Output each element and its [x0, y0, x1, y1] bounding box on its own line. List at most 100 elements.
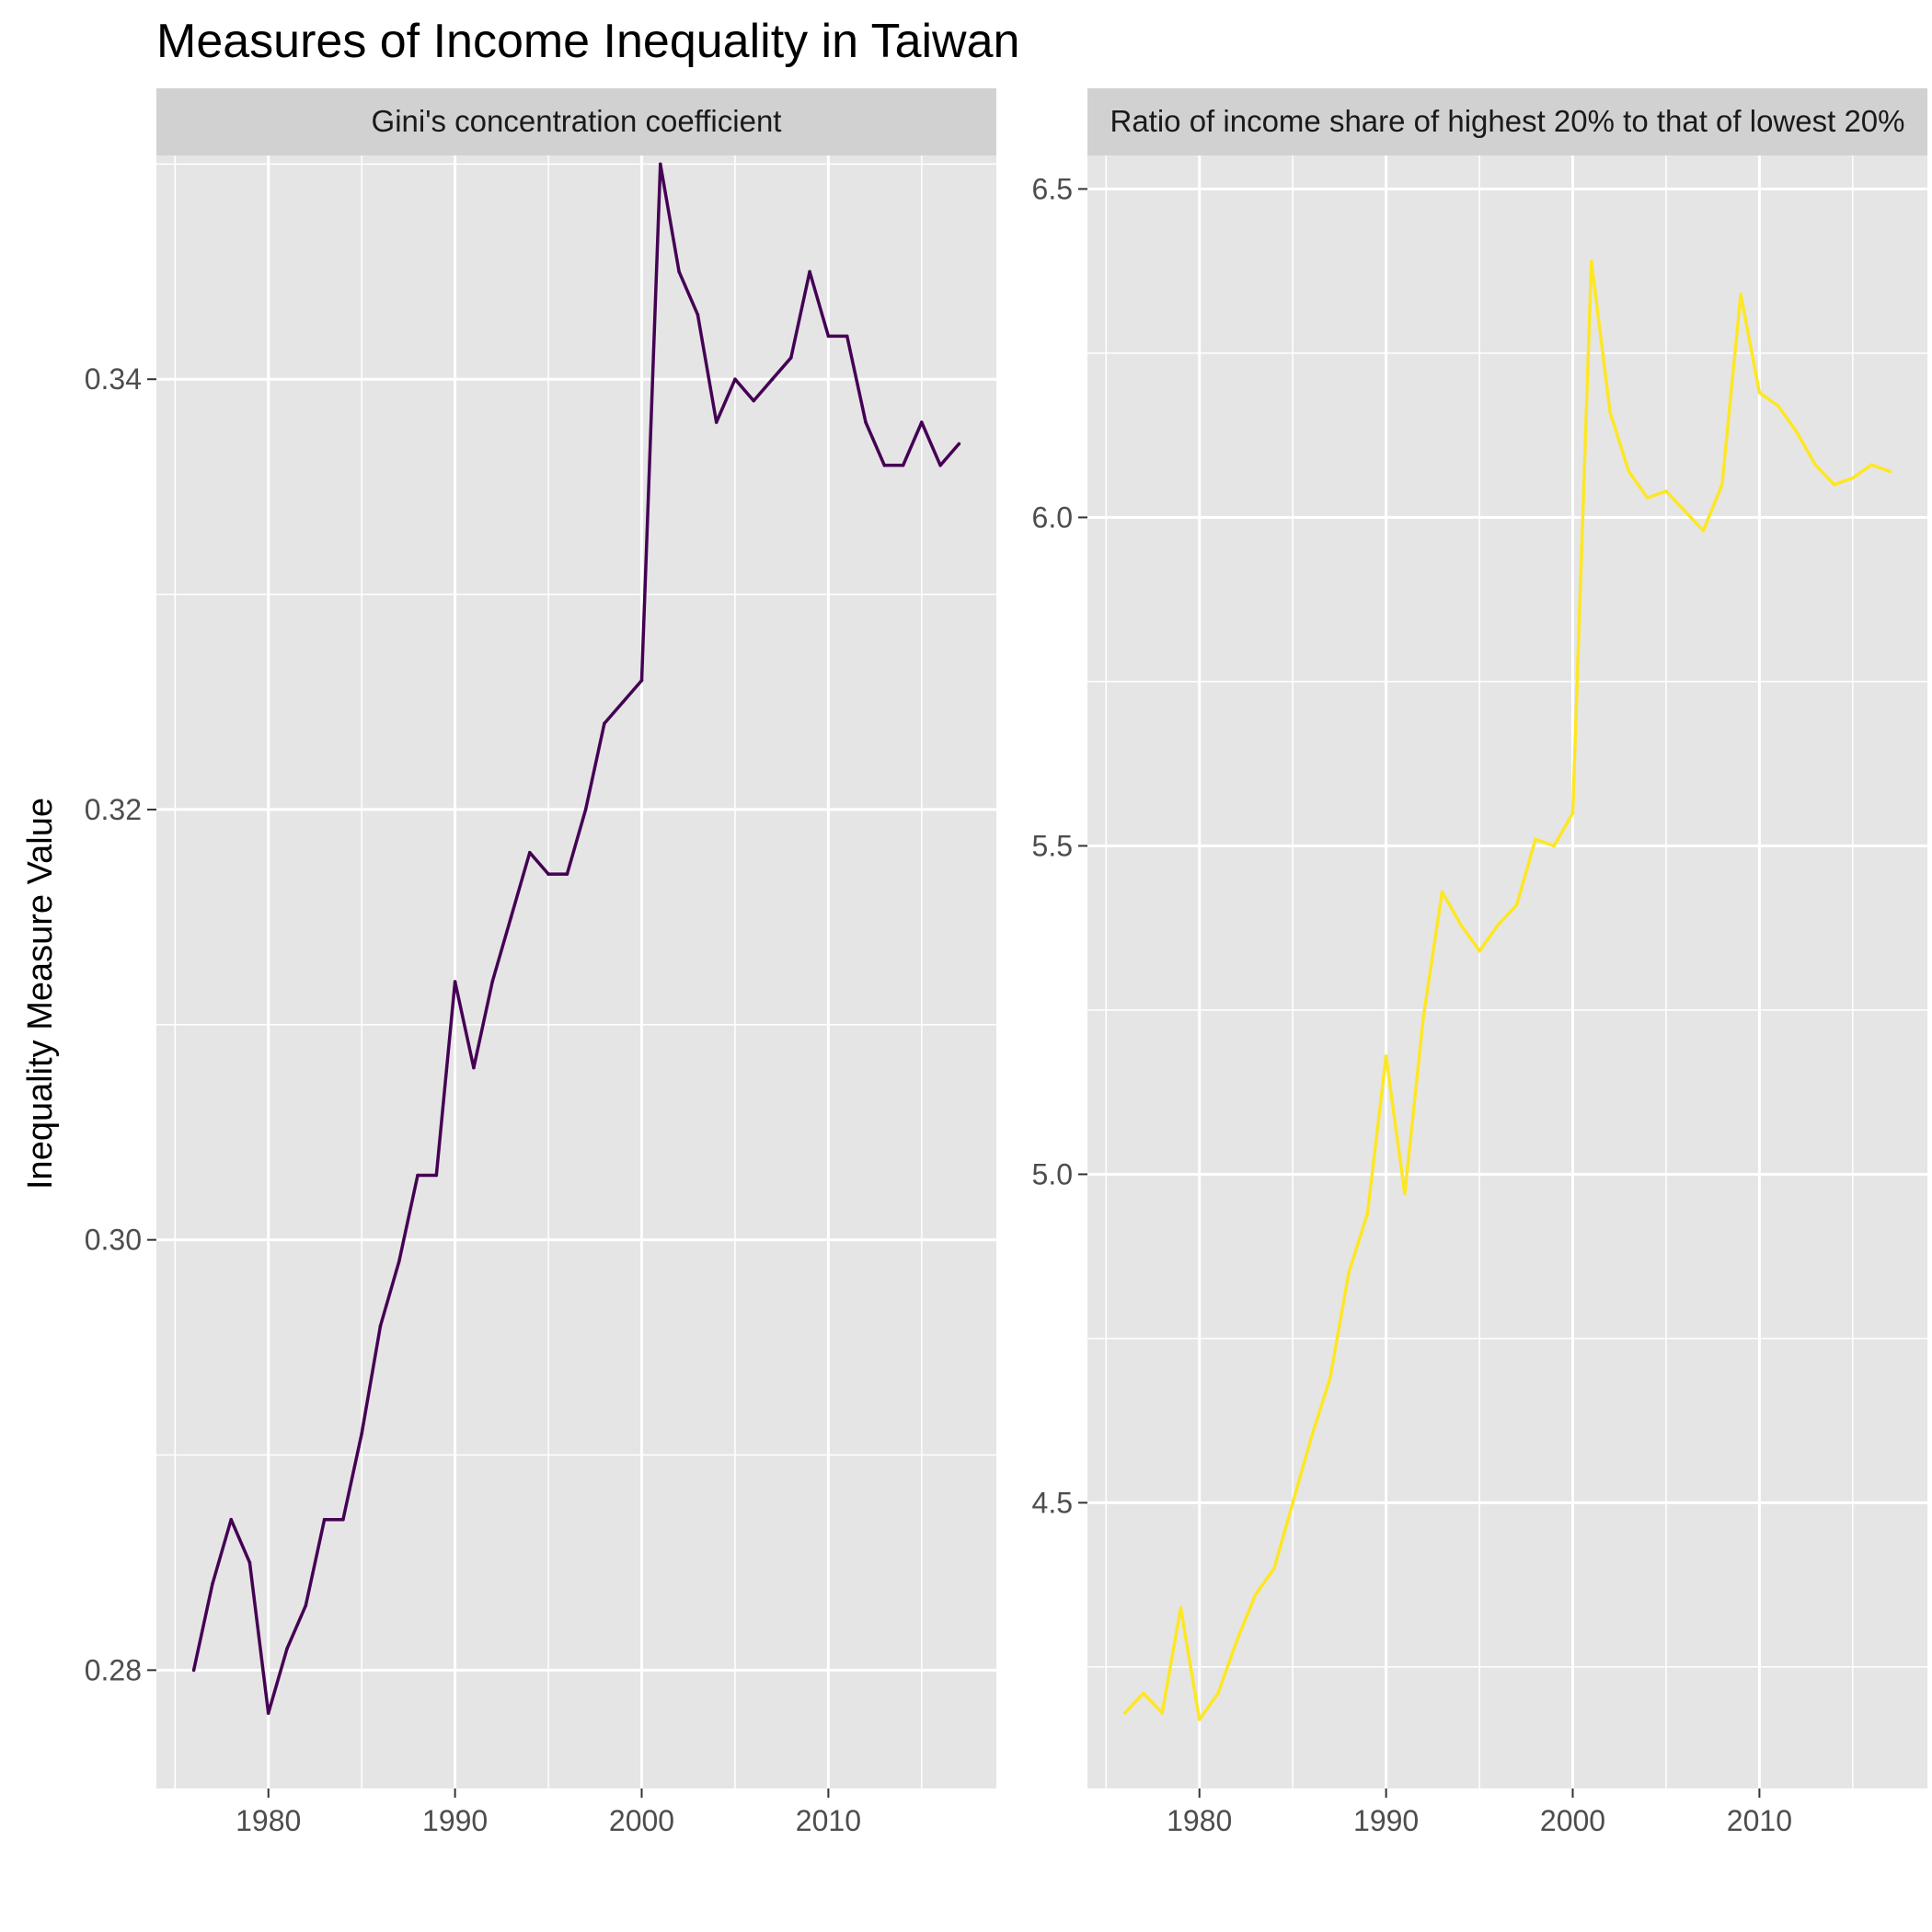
- data-point: [1421, 1015, 1425, 1018]
- x-tick-label: 2010: [796, 1804, 861, 1837]
- data-point: [1720, 482, 1724, 487]
- data-point: [341, 1517, 345, 1522]
- data-point: [1403, 1192, 1407, 1196]
- data-point: [696, 313, 700, 316]
- data-point: [1813, 463, 1818, 467]
- data-point: [1291, 1501, 1294, 1505]
- chart-title: Measures of Income Inequality in Taiwan: [156, 15, 1019, 68]
- data-point: [453, 980, 457, 983]
- panel-right: Ratio of income share of highest 20% to …: [1032, 88, 1927, 1837]
- data-point: [1347, 1271, 1351, 1275]
- y-tick-label: 0.34: [85, 362, 142, 396]
- y-tick-label: 0.28: [85, 1653, 142, 1686]
- data-point: [714, 420, 719, 424]
- data-point: [845, 334, 849, 339]
- data-point: [770, 377, 775, 382]
- data-point: [360, 1432, 364, 1435]
- data-point: [1496, 923, 1501, 926]
- x-tick-label: 1990: [1353, 1804, 1419, 1837]
- data-point: [1179, 1605, 1183, 1610]
- data-point: [1869, 463, 1873, 467]
- data-point: [864, 420, 868, 424]
- data-point: [1645, 496, 1650, 500]
- data-point: [397, 1259, 401, 1263]
- panel-background: [156, 155, 996, 1788]
- data-point: [528, 850, 532, 855]
- x-tick-label: 2000: [609, 1804, 674, 1837]
- data-point: [752, 398, 755, 403]
- y-tick-label: 0.30: [85, 1224, 142, 1257]
- data-point: [1216, 1691, 1220, 1696]
- data-point: [603, 721, 606, 726]
- data-point: [211, 1582, 214, 1586]
- data-point: [322, 1517, 327, 1522]
- data-point: [957, 442, 961, 446]
- data-point: [1478, 949, 1481, 953]
- data-point: [1757, 391, 1762, 395]
- data-point: [920, 420, 924, 424]
- y-tick-label: 0.32: [85, 793, 142, 826]
- data-point: [1142, 1691, 1145, 1696]
- data-point: [901, 464, 905, 467]
- x-tick-label: 1980: [1167, 1804, 1232, 1837]
- facet-strip: [156, 88, 996, 155]
- data-point: [565, 872, 569, 876]
- data-point: [1160, 1711, 1164, 1715]
- data-point: [1795, 430, 1799, 434]
- data-point: [1235, 1639, 1239, 1643]
- data-point: [938, 464, 942, 467]
- data-point: [1590, 259, 1593, 263]
- data-point: [490, 980, 494, 983]
- x-tick-label: 2000: [1540, 1804, 1605, 1837]
- data-point: [1459, 923, 1463, 926]
- data-point: [1608, 410, 1612, 415]
- data-point: [583, 808, 588, 811]
- data-point: [509, 915, 513, 919]
- data-point: [1627, 469, 1631, 474]
- data-point: [229, 1517, 233, 1522]
- data-point: [621, 700, 625, 704]
- series-line: [191, 162, 960, 1715]
- data-point: [1197, 1718, 1202, 1721]
- facet-strip-label: Gini's concentration coefficient: [372, 104, 782, 138]
- data-point: [1440, 890, 1444, 894]
- data-point: [304, 1604, 308, 1607]
- data-point: [1534, 837, 1537, 842]
- data-point: [1888, 469, 1892, 474]
- data-point: [1701, 528, 1706, 533]
- data-point: [1570, 811, 1575, 815]
- data-point: [733, 377, 737, 382]
- data-point: [1552, 844, 1556, 848]
- data-point: [1851, 476, 1855, 480]
- data-point: [1683, 509, 1686, 513]
- data-point: [639, 678, 644, 683]
- y-axis-label: Inequality Measure Value: [21, 798, 60, 1190]
- y-tick-label: 6.0: [1032, 500, 1073, 534]
- data-point: [1739, 292, 1742, 296]
- x-tick-label: 2010: [1727, 1804, 1792, 1837]
- data-point: [677, 270, 681, 274]
- data-point: [1832, 482, 1836, 487]
- panel-background: [1087, 155, 1927, 1788]
- data-point: [472, 1065, 476, 1070]
- data-point: [266, 1711, 270, 1715]
- data-point: [191, 1668, 196, 1673]
- data-point: [1309, 1435, 1314, 1439]
- facet-strip: [1087, 88, 1927, 155]
- y-tick-label: 6.5: [1032, 172, 1073, 205]
- data-point: [1664, 489, 1668, 493]
- data-point: [1384, 1054, 1388, 1058]
- data-point: [1776, 404, 1780, 408]
- data-point: [285, 1647, 289, 1650]
- data-point: [247, 1560, 252, 1565]
- data-point: [808, 270, 811, 274]
- data-point: [416, 1173, 420, 1178]
- y-tick-label: 5.5: [1032, 829, 1073, 862]
- y-tick-label: 4.5: [1032, 1486, 1073, 1519]
- data-point: [789, 356, 793, 360]
- data-point: [882, 464, 887, 467]
- x-tick-label: 1980: [236, 1804, 301, 1837]
- data-point: [1514, 903, 1519, 907]
- x-tick-label: 1990: [422, 1804, 488, 1837]
- data-point: [826, 334, 831, 339]
